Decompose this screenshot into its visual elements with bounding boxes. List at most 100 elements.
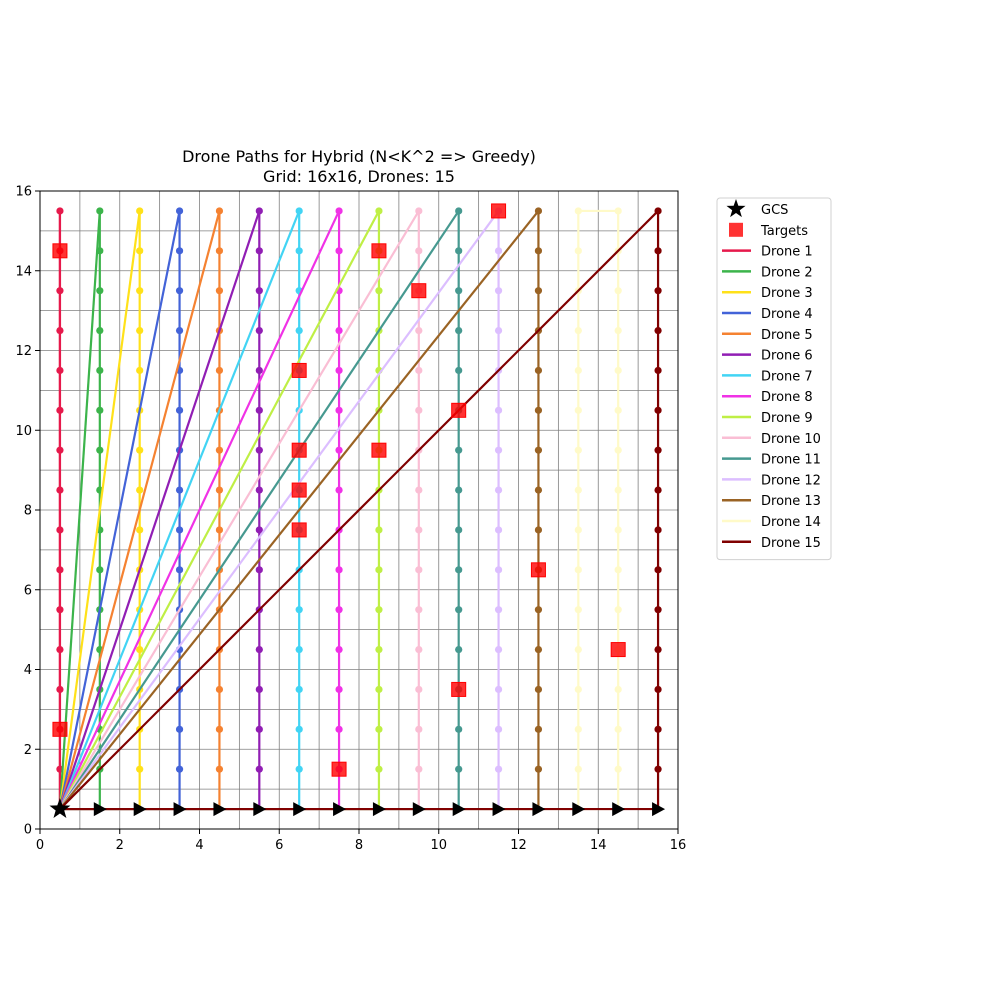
waypoint-marker [375,645,383,654]
waypoint-marker [96,207,104,215]
waypoint-marker [175,406,184,414]
waypoint-marker [335,366,343,375]
y-tick-label: 0 [24,823,32,838]
target-marker [331,761,347,777]
drone-diagonal-segment [58,210,221,810]
waypoint-marker [96,406,104,414]
waypoint-marker [415,366,423,375]
legend-label-drone-2: Drone 2 [761,265,813,280]
waypoint-marker [56,207,64,215]
waypoint-marker [415,526,423,534]
x-tick-label: 16 [670,838,687,853]
drone-diagonal-segment [58,210,420,810]
waypoint-marker [96,446,104,454]
x-tick-label: 14 [590,838,607,853]
waypoint-marker [614,566,622,574]
waypoint-marker [375,207,383,215]
plot-area: 0 2 4 6 8 10 12 14 16 0 2 4 6 8 10 12 14 16 [15,185,686,854]
legend: GCS Targets Drone 1 Drone 2 Drone 3 Drone 4 Dr… [716,197,832,561]
y-tick-label: 4 [24,663,32,678]
waypoint-marker [614,606,622,614]
legend-target-icon [729,222,743,237]
return-arrow-marker [333,802,347,817]
waypoint-marker [614,486,622,494]
return-arrow-marker [293,802,307,817]
waypoint-marker [494,606,503,614]
waypoint-marker [175,247,184,255]
waypoint-marker [175,326,184,335]
waypoint-marker [335,566,343,574]
waypoint-marker [295,645,303,654]
waypoint-marker [455,645,463,654]
waypoint-marker [56,366,64,375]
return-arrow-marker [133,802,147,817]
waypoint-marker [494,446,503,454]
return-arrow-marker [253,802,267,817]
waypoint-marker [534,287,543,295]
waypoint-marker [295,247,303,255]
target-marker [291,442,307,458]
x-tick-label: 2 [116,838,124,853]
waypoint-marker [56,685,64,694]
waypoint-marker [375,526,383,534]
legend-label-drone-10: Drone 10 [761,432,821,447]
waypoint-marker [255,287,263,295]
waypoint-marker [455,207,463,215]
waypoint-marker [534,207,543,215]
waypoint-marker [415,486,423,494]
waypoint-marker [295,765,303,773]
waypoint-marker [255,645,263,654]
waypoint-marker [215,526,224,534]
legend-label-drone-14: Drone 14 [761,515,821,530]
target-marker [610,642,626,658]
drone-diagonal-segment [58,210,301,810]
return-arrow-marker [452,802,466,817]
waypoint-marker [415,725,423,733]
waypoint-marker [494,526,503,534]
waypoint-marker [215,247,224,255]
x-tick-label: 6 [275,838,283,853]
return-arrow-marker [213,802,227,817]
legend-label-drone-13: Drone 13 [761,494,821,509]
waypoint-marker [56,526,64,534]
waypoint-marker [534,486,543,494]
legend-box [716,197,832,561]
waypoint-marker [415,207,423,215]
waypoint-marker [96,287,104,295]
waypoint-marker [136,326,144,335]
waypoint-marker [574,446,582,454]
waypoint-marker [534,685,543,694]
waypoint-marker [335,725,343,733]
drone-diagonal-segment [59,210,540,810]
waypoint-marker [175,207,184,215]
waypoint-marker [335,645,343,654]
target-marker [451,402,467,418]
waypoint-marker [614,526,622,534]
waypoint-marker [534,446,543,454]
waypoint-marker [534,526,543,534]
drone-diagonal-segment [58,210,141,810]
x-tick-label: 0 [36,838,44,853]
waypoint-marker [295,606,303,614]
x-tick-label: 12 [510,838,527,853]
waypoint-marker [654,566,662,574]
waypoint-marker [335,685,343,694]
waypoint-marker [654,287,662,295]
waypoint-marker [215,685,224,694]
target-marker [291,482,307,498]
waypoint-marker [96,326,104,335]
target-marker [451,681,467,697]
waypoint-marker [415,326,423,335]
waypoint-marker [654,685,662,694]
waypoint-marker [415,685,423,694]
waypoint-marker [375,287,383,295]
y-tick-label: 2 [24,743,32,758]
waypoint-marker [56,287,64,295]
legend-label-drone-15: Drone 15 [761,536,821,551]
waypoint-marker [375,566,383,574]
waypoint-marker [136,207,144,215]
y-tick-label: 10 [15,424,32,439]
waypoint-marker [574,366,582,375]
drone-diagonal-segment [58,210,380,810]
waypoint-marker [175,287,184,295]
